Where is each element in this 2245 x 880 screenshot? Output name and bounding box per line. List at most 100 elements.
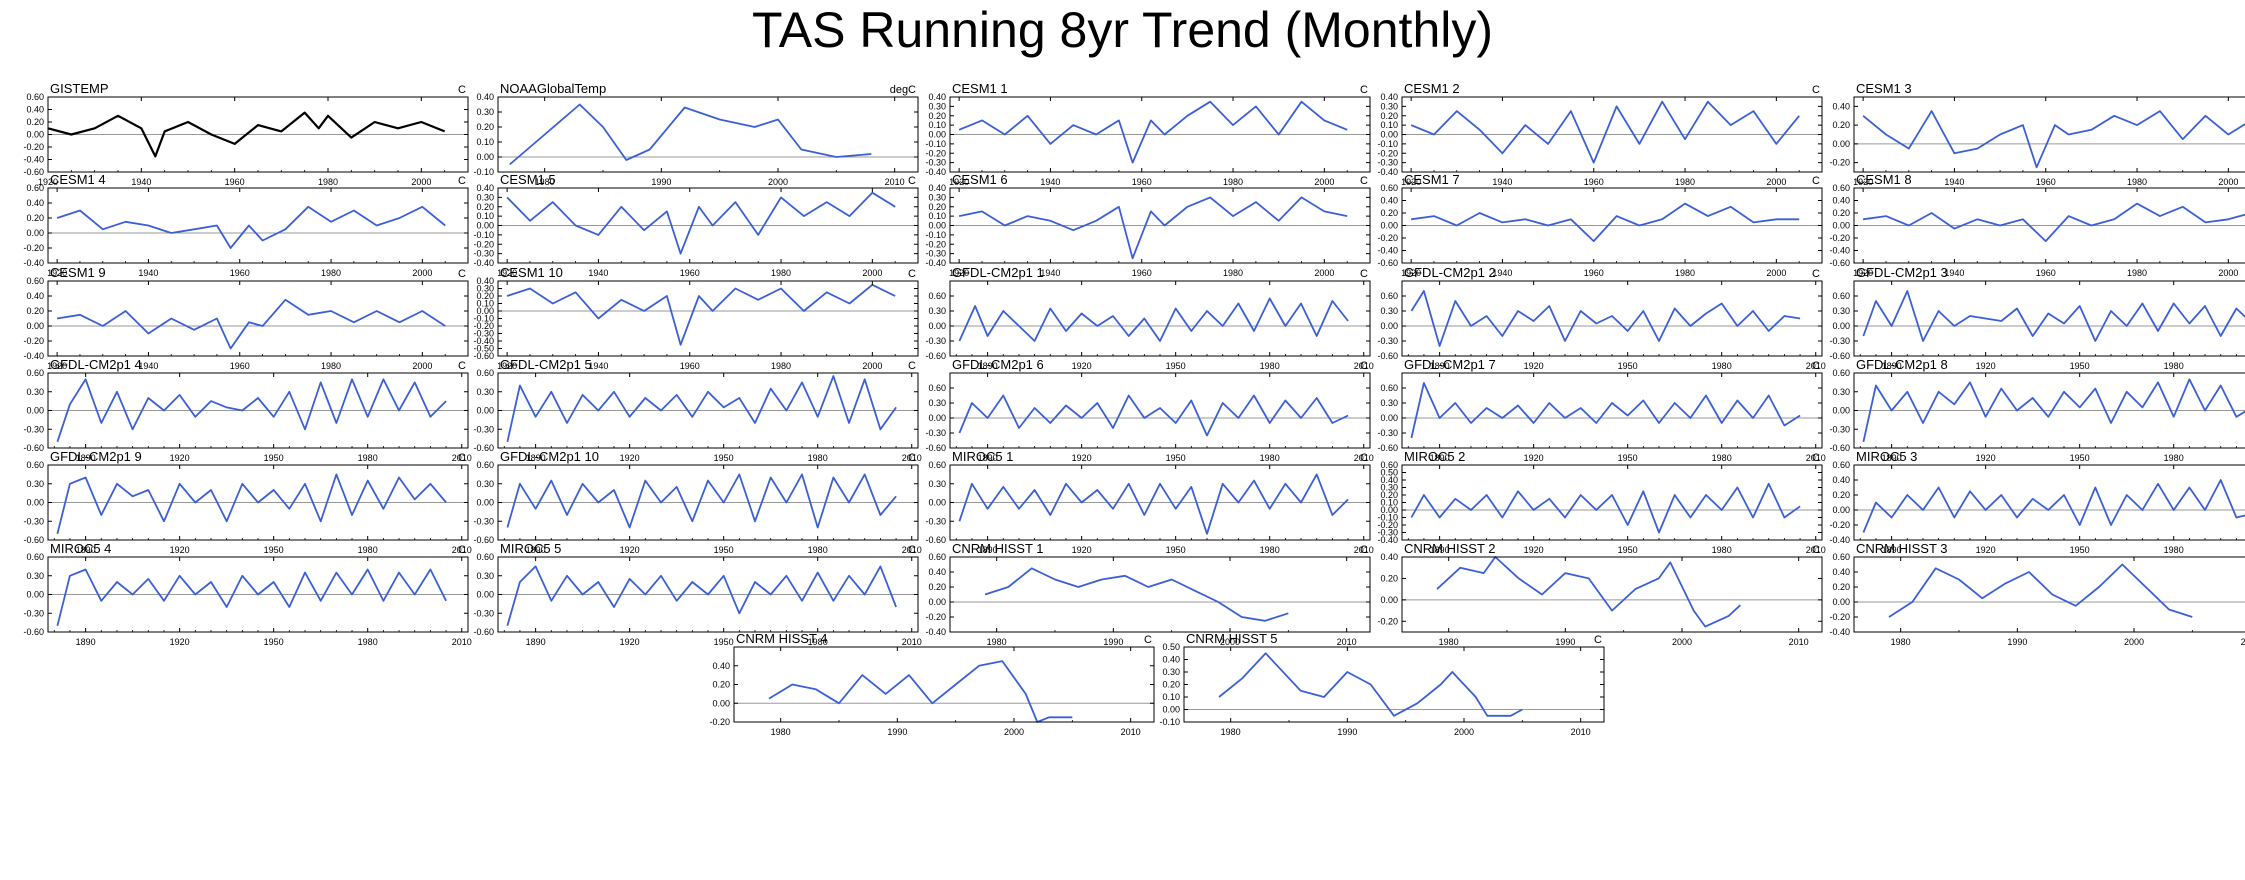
panel-miroc5-3: MIROC5 3 C 0.60 0.40 0.20 0.00 -0.20 -0.40 1890 1… — [1806, 441, 2245, 562]
y-tick-label: 0.40 — [26, 105, 44, 115]
y-tick-label: 0.10 — [476, 211, 494, 221]
chart-title: GFDL-CM2p1 8 — [1856, 357, 1948, 372]
y-tick-label: -0.40 — [23, 258, 44, 268]
y-tick-label: 0.60 — [26, 92, 44, 102]
x-tick-label: 1890 — [1882, 545, 1902, 555]
chart-svg: GFDL-CM2p1 2 C 0.60 0.30 0.00 -0.30 -0.60 1890 1… — [1377, 265, 1825, 371]
plot-frame — [733, 646, 1155, 723]
series-line — [56, 568, 447, 627]
y-tick-label: -0.10 — [925, 230, 946, 240]
y-tick-label: -0.40 — [23, 351, 44, 361]
y-tick-label: -0.20 — [1377, 233, 1398, 243]
x-tick-label: 1950 — [1618, 545, 1638, 555]
panel-miroc5-2: MIROC5 2 C 0.60 0.50 0.40 0.30 0.20 0.10 0.00 -0.… — [1354, 441, 1832, 562]
y-tick-label: 0.60 — [476, 552, 494, 562]
x-tick-label: 1940 — [1944, 177, 1964, 187]
chart-svg: CESM1 8C0.600.400.200.00-0.20-0.40-0.601… — [1829, 172, 2245, 278]
chart-unit: C — [1812, 84, 1820, 96]
chart-unit: C — [908, 360, 916, 372]
y-tick-label: 0.60 — [1380, 460, 1398, 470]
panel-miroc5-1: MIROC5 1 C 0.60 0.30 0.00 -0.30 -0.60 1890 1920 1… — [902, 441, 1380, 562]
y-tick-label: -0.20 — [1377, 616, 1398, 626]
x-tick-label: 1960 — [680, 268, 700, 278]
x-tick-label: 1940 — [1040, 177, 1060, 187]
y-tick-label: 0.60 — [26, 183, 44, 193]
series-line — [958, 196, 1348, 260]
y-tick-label: 0.00 — [476, 406, 494, 416]
y-tick-label: 0.00 — [1832, 321, 1850, 331]
chart-title: CESM1 1 — [952, 81, 1008, 96]
y-tick-label: 0.40 — [1162, 655, 1180, 665]
y-tick-label: 0.10 — [1380, 498, 1398, 508]
chart-title: NOAAGlobalTemp — [500, 81, 606, 96]
x-tick-label: 1990 — [2007, 637, 2027, 647]
chart-unit: C — [458, 268, 466, 280]
x-tick-label: 1960 — [680, 361, 700, 371]
y-tick-label: -0.60 — [925, 351, 946, 361]
y-tick-label: -0.60 — [1377, 443, 1398, 453]
x-tick-label: 1940 — [1492, 268, 1512, 278]
chart-svg: CESM1 3C0.400.200.00-0.20192019401960198… — [1829, 81, 2245, 187]
y-tick-label: 0.20 — [476, 291, 494, 301]
y-tick-label: 0.50 — [1380, 468, 1398, 478]
y-tick-label: -0.60 — [1377, 258, 1398, 268]
y-tick-label: -0.30 — [1377, 158, 1398, 168]
y-tick-label: -0.20 — [1377, 520, 1398, 530]
plot-frame — [1853, 556, 2245, 633]
x-tick-label: 1950 — [1618, 453, 1638, 463]
series-line — [506, 473, 897, 529]
chart-unit: C — [1812, 175, 1820, 187]
y-tick-label: 0.00 — [1380, 413, 1398, 423]
chart-title: GFDL-CM2p1 7 — [1404, 357, 1496, 372]
series-line — [1410, 382, 1801, 439]
y-tick-label: 0.00 — [1832, 505, 1850, 515]
y-tick-label: 0.30 — [928, 479, 946, 489]
chart-unit: C — [458, 452, 466, 464]
chart-unit: C — [458, 84, 466, 96]
x-tick-label: 1920 — [497, 361, 517, 371]
x-tick-label: 1940 — [588, 361, 608, 371]
y-tick-label: -0.10 — [925, 139, 946, 149]
x-tick-label: 2000 — [862, 268, 882, 278]
y-tick-label: -0.20 — [1377, 148, 1398, 158]
y-tick-label: -0.30 — [23, 424, 44, 434]
y-tick-label: 0.30 — [26, 571, 44, 581]
y-tick-label: 0.00 — [928, 498, 946, 508]
chart-svg: CESM1 10 C0.400.300.200.100.00-0.10-0.20-… — [473, 265, 919, 371]
y-tick-label: 0.40 — [1380, 475, 1398, 485]
chart-unit: C — [1360, 360, 1368, 372]
chart-unit: C — [1360, 84, 1368, 96]
series-line — [958, 100, 1348, 164]
y-tick-label: -0.40 — [23, 155, 44, 165]
series-line — [958, 297, 1349, 342]
x-tick-label: 1960 — [230, 361, 250, 371]
plot-frame — [1401, 556, 1823, 633]
y-tick-label: 0.30 — [928, 306, 946, 316]
y-tick-label: 0.10 — [928, 211, 946, 221]
y-tick-label: -0.30 — [1377, 528, 1398, 538]
y-tick-label: 0.30 — [26, 479, 44, 489]
x-tick-label: 1980 — [771, 727, 791, 737]
x-tick-label: 1940 — [588, 268, 608, 278]
y-tick-label: -0.60 — [23, 167, 44, 177]
chart-title: CESM1 3 — [1856, 81, 1912, 96]
y-tick-label: 0.20 — [26, 306, 44, 316]
y-tick-label: -0.30 — [925, 249, 946, 259]
y-tick-label: 0.00 — [928, 321, 946, 331]
y-tick-label: 0.60 — [928, 552, 946, 562]
chart-unit: C — [1594, 634, 1602, 646]
x-tick-label: 1980 — [1221, 727, 1241, 737]
y-tick-label: 0.00 — [928, 413, 946, 423]
y-tick-label: -0.30 — [925, 336, 946, 346]
y-tick-label: 0.30 — [1832, 387, 1850, 397]
chart-title: GFDL-CM2p1 1 — [952, 265, 1044, 280]
y-tick-label: 0.00 — [928, 221, 946, 231]
y-tick-label: 0.10 — [928, 120, 946, 130]
chart-svg: CESM1 6 C0.400.300.200.100.00-0.10-0.20-0… — [925, 172, 1371, 278]
y-tick-label: 0.30 — [476, 107, 494, 117]
x-tick-label: 1980 — [2127, 268, 2147, 278]
chart-svg: CNRM HISST 1 C 0.60 0.40 0.20 0.00 -0.20 -0.40 1… — [925, 541, 1371, 647]
y-tick-label: 0.20 — [26, 213, 44, 223]
x-tick-label: 1950 — [1166, 545, 1186, 555]
